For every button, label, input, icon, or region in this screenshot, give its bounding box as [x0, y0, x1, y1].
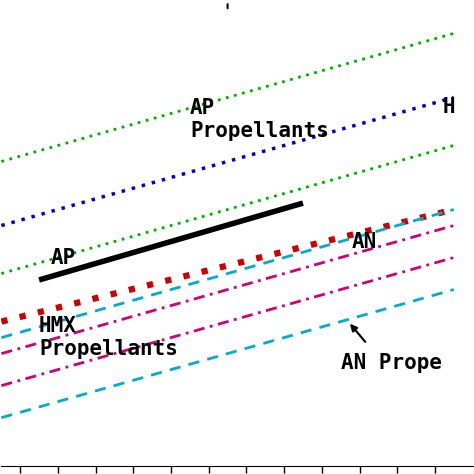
Text: AP: AP [50, 247, 76, 267]
Text: AP
Propellants: AP Propellants [190, 98, 329, 141]
Text: AN: AN [352, 231, 377, 252]
Text: HMX
Propellants: HMX Propellants [39, 316, 178, 359]
Text: H: H [442, 97, 455, 117]
Text: AN Prope: AN Prope [341, 353, 442, 373]
